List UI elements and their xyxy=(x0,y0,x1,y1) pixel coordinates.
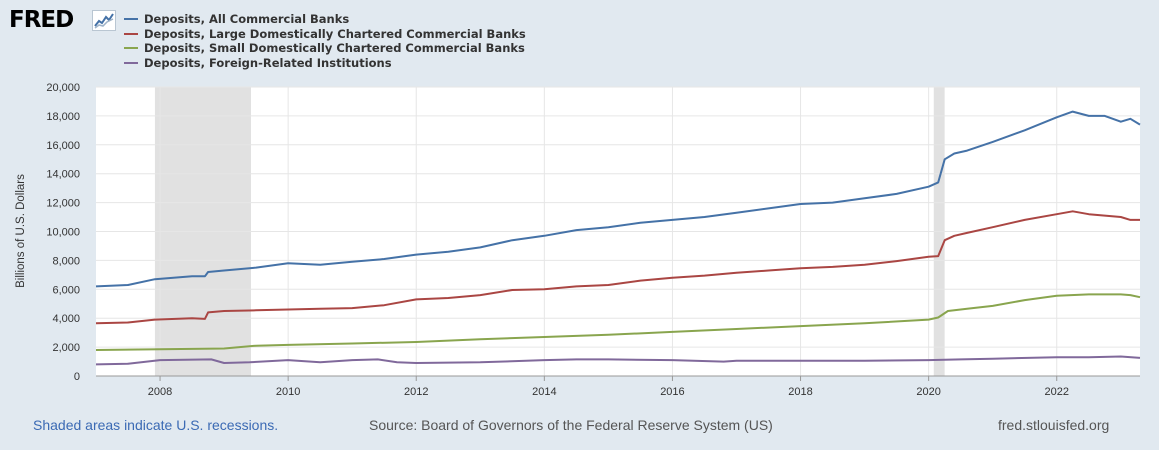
legend-item[interactable]: Deposits, Large Domestically Chartered C… xyxy=(124,27,526,42)
legend-label: Deposits, Large Domestically Chartered C… xyxy=(144,26,526,41)
x-tick-label: 2010 xyxy=(276,386,300,398)
x-tick-label: 2012 xyxy=(404,386,428,398)
series-line xyxy=(95,110,1141,288)
legend-label: Deposits, All Commercial Banks xyxy=(144,12,350,27)
series-line xyxy=(95,210,1140,325)
x-tick-label: 2022 xyxy=(1044,386,1068,398)
chart-legend: Deposits, All Commercial Banks Deposits,… xyxy=(124,12,526,70)
axis-layer: 0 2,000 4,000 6,000 8,000 10,000 12,000 14,000 1… xyxy=(46,82,1140,398)
legend-item[interactable]: Deposits, Small Domestically Chartered C… xyxy=(124,41,526,56)
legend-item[interactable]: Deposits, All Commercial Banks xyxy=(124,12,526,27)
y-tick-label: 14,000 xyxy=(46,169,80,181)
y-tick-label: 6,000 xyxy=(52,284,80,296)
source-text: Source: Board of Governors of the Federa… xyxy=(369,417,773,433)
y-tick-label: 12,000 xyxy=(46,198,80,210)
x-tick-label: 2018 xyxy=(788,386,812,398)
series-line xyxy=(95,355,1141,366)
y-tick-label: 4,000 xyxy=(52,313,80,325)
x-tick-label: 2020 xyxy=(916,386,940,398)
y-tick-label: 8,000 xyxy=(52,255,80,267)
legend-label: Deposits, Small Domestically Chartered C… xyxy=(144,41,525,56)
recession-note-link[interactable]: Shaded areas indicate U.S. recessions. xyxy=(33,417,279,433)
legend-swatch xyxy=(124,32,138,35)
y-tick-label: 0 xyxy=(74,371,80,383)
y-tick-label: 16,000 xyxy=(46,140,80,152)
y-tick-label: 2,000 xyxy=(52,342,80,354)
y-axis-label: Billions of U.S. Dollars xyxy=(15,174,27,288)
legend-label: Deposits, Foreign-Related Institutions xyxy=(144,55,392,70)
x-tick-label: 2016 xyxy=(660,386,684,398)
y-tick-label: 10,000 xyxy=(46,227,80,239)
fred-trend-icon xyxy=(92,10,116,31)
x-tick-label: 2008 xyxy=(148,386,172,398)
site-link[interactable]: fred.stlouisfed.org xyxy=(998,417,1110,433)
x-tick-label: 2014 xyxy=(532,386,556,398)
fred-logo[interactable]: FRED xyxy=(9,7,74,33)
y-tick-label: 18,000 xyxy=(46,111,80,123)
legend-swatch xyxy=(124,18,138,21)
series-layer xyxy=(95,110,1141,366)
legend-swatch xyxy=(124,47,138,50)
y-tick-label: 20,000 xyxy=(46,82,80,94)
legend-item[interactable]: Deposits, Foreign-Related Institutions xyxy=(124,56,526,71)
series-line xyxy=(95,293,1141,351)
legend-swatch xyxy=(124,61,138,64)
